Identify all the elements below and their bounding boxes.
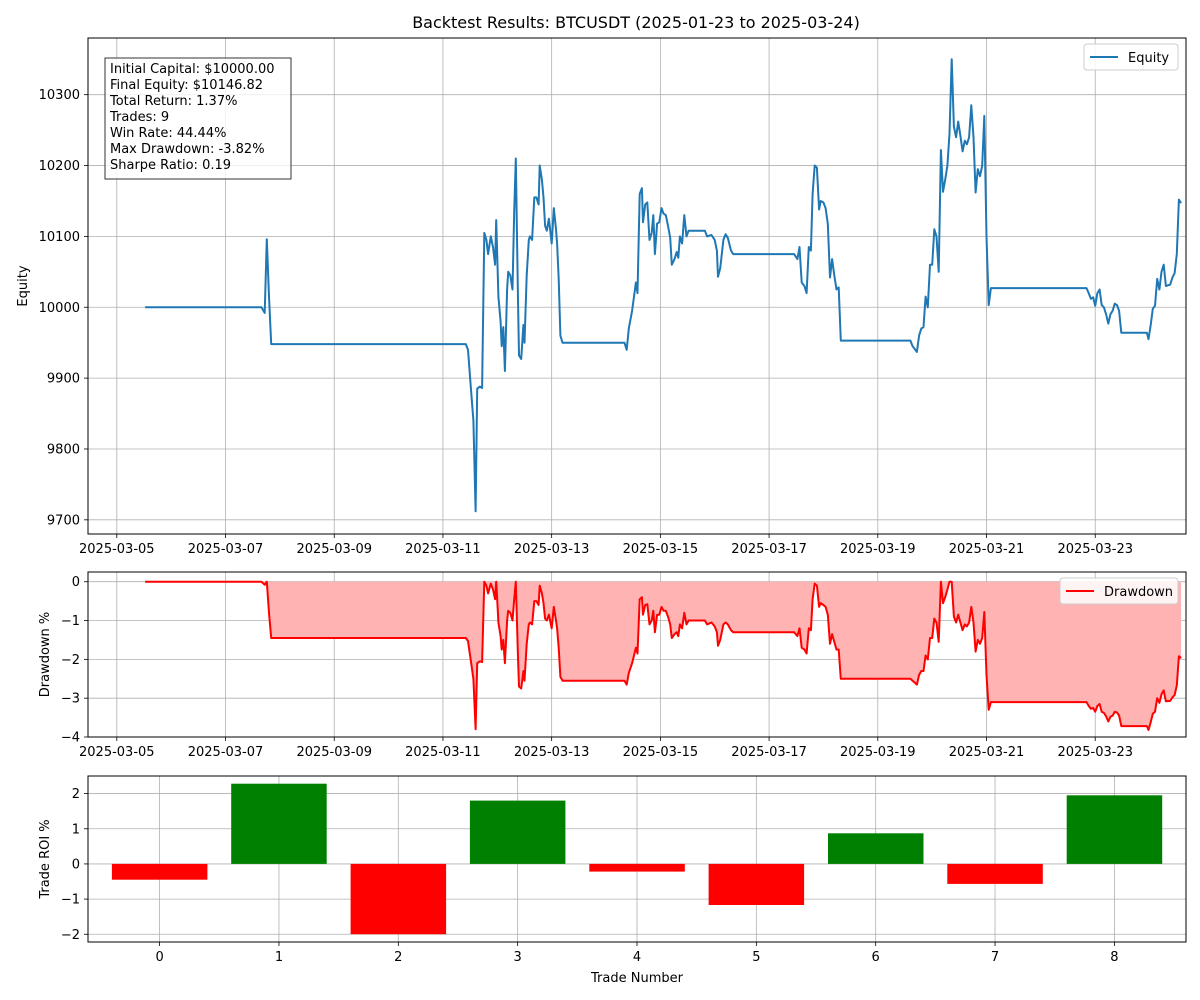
y-tick-label: −2: [61, 928, 80, 943]
x-tick-label: 2: [394, 950, 402, 965]
figure-title: Backtest Results: BTCUSDT (2025-01-23 to…: [412, 13, 860, 32]
y-axis-label: Trade ROI %: [38, 819, 53, 899]
plot-frame: [87, 571, 1187, 738]
legend-label: Drawdown: [1104, 585, 1173, 600]
y-tick-label: 9700: [47, 513, 80, 528]
x-tick-label: 7: [991, 950, 999, 965]
y-tick-label: −1: [61, 893, 80, 908]
x-tick-label: 2025-03-23: [1057, 542, 1133, 557]
x-tick-label: 3: [514, 950, 522, 965]
x-tick-label: 2025-03-13: [514, 542, 590, 557]
stat-initial-capital: Initial Capital: $10000.00: [110, 62, 275, 77]
y-tick-label: −3: [61, 692, 80, 707]
trade-roi-bar: [350, 863, 447, 935]
y-axis-label: Equity: [16, 265, 31, 306]
stat-max-drawdown: Max Drawdown: -3.82%: [110, 142, 265, 157]
y-tick-label: 10000: [39, 301, 80, 316]
legend: Drawdown: [1059, 577, 1179, 605]
legend-frame: [1059, 577, 1179, 605]
trade-roi-bar: [469, 800, 566, 864]
drawdown-panel: 2025-03-05 2025-03-07 2025-03-09 2025-03-11…: [38, 571, 1187, 760]
y-tick-label: 10100: [39, 230, 80, 245]
x-tick-label: 2025-03-13: [514, 745, 590, 760]
drawdown-area: [145, 581, 1182, 730]
x-tick-label: 2025-03-21: [949, 542, 1025, 557]
y-tick-label: 10200: [39, 159, 80, 174]
legend-frame: [1083, 43, 1179, 71]
y-tick-label: 2: [72, 787, 80, 802]
x-tick-label: 2025-03-05: [79, 542, 155, 557]
stat-win-rate: Win Rate: 44.44%: [110, 126, 226, 141]
x-tick-label: 4: [633, 950, 641, 965]
trade-roi-bar: [231, 783, 327, 864]
x-tick-label: 2025-03-11: [405, 745, 481, 760]
x-tick-label: 2025-03-19: [840, 745, 916, 760]
trade-roi-bar: [1066, 795, 1163, 864]
x-tick-label: 2025-03-15: [623, 745, 699, 760]
x-tick-label: 2025-03-23: [1057, 745, 1133, 760]
x-tick-label: 2025-03-09: [296, 542, 372, 557]
y-tick-label: 9800: [47, 442, 80, 457]
trade-roi-panel: 0 1 2 3 4 5 6 7 8 −2 −1 0 1 2 Trade ROI % Trade Number: [38, 775, 1187, 986]
x-tick-label: 2025-03-09: [296, 745, 372, 760]
stats-box: Initial Capital: $10000.00 Final Equity:…: [104, 57, 292, 180]
x-tick-label: 2025-03-05: [79, 745, 155, 760]
stat-sharpe-ratio: Sharpe Ratio: 0.19: [110, 158, 231, 173]
trade-roi-bar: [589, 863, 685, 872]
trade-roi-bar: [947, 863, 1043, 884]
equity-line: [145, 58, 1182, 513]
x-tick-label: 6: [872, 950, 880, 965]
x-tick-label: 2025-03-17: [731, 745, 807, 760]
y-tick-label: −2: [61, 653, 80, 668]
trade-roi-bar: [111, 863, 208, 880]
x-tick-label: 5: [752, 950, 760, 965]
plot-frame: [87, 37, 1187, 535]
x-tick-label: 2025-03-17: [731, 542, 807, 557]
legend: Equity: [1083, 43, 1179, 71]
grid: [88, 38, 1186, 534]
y-tick-label: 1: [72, 822, 80, 837]
stat-total-return: Total Return: 1.37%: [109, 94, 237, 109]
equity-panel: 2025-03-05 2025-03-07 2025-03-09 2025-03-11…: [16, 37, 1187, 557]
x-tick-label: 2025-03-21: [949, 745, 1025, 760]
y-tick-label: 10300: [39, 88, 80, 103]
y-tick-label: 9900: [47, 372, 80, 387]
x-tick-label: 2025-03-11: [405, 542, 481, 557]
x-tick-label: 2025-03-07: [188, 745, 264, 760]
stat-trades: Trades: 9: [109, 110, 169, 125]
y-tick-label: 0: [72, 857, 80, 872]
trade-roi-bar: [828, 833, 924, 864]
drawdown-line: [145, 580, 1182, 731]
legend-label: Equity: [1128, 51, 1169, 66]
x-tick-label: 8: [1110, 950, 1118, 965]
stats-box-frame: [104, 57, 292, 180]
x-tick-label: 2025-03-15: [623, 542, 699, 557]
plot-frame: [87, 775, 1187, 943]
x-tick-label: 1: [275, 950, 283, 965]
x-axis-label: Trade Number: [590, 971, 684, 986]
stat-final-equity: Final Equity: $10146.82: [110, 78, 263, 93]
x-tick-label: 0: [155, 950, 163, 965]
y-tick-label: −4: [61, 731, 80, 746]
y-axis-label: Drawdown %: [38, 612, 53, 698]
trade-roi-bar: [708, 863, 805, 905]
y-tick-label: −1: [61, 614, 80, 629]
x-tick-label: 2025-03-07: [188, 542, 264, 557]
x-tick-label: 2025-03-19: [840, 542, 916, 557]
y-tick-label: 0: [72, 575, 80, 590]
